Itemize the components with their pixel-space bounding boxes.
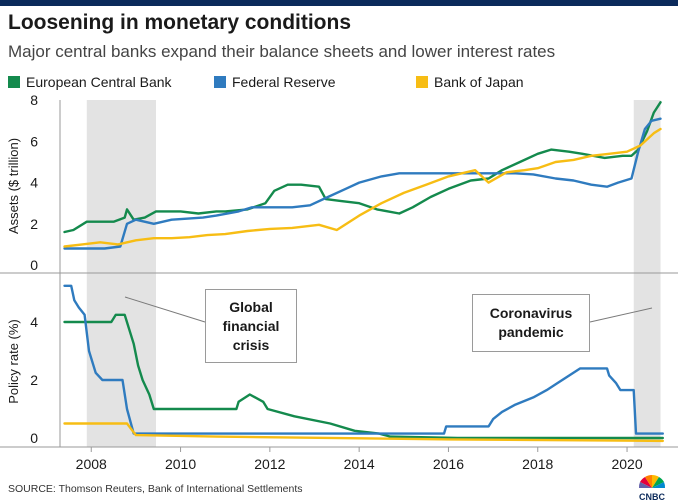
legend-item-fed: Federal Reserve	[214, 74, 336, 90]
y-tick-label-p0-0: 0	[30, 257, 38, 273]
x-tick-label-0: 2008	[76, 456, 107, 472]
cnbc-logo: CNBC	[638, 474, 665, 502]
y-tick-label-p0-1: 2	[30, 216, 38, 232]
legend-swatch-ecb	[8, 76, 20, 88]
x-tick-label-4: 2016	[433, 456, 464, 472]
x-tick-label-2: 2012	[254, 456, 285, 472]
y-axis-label-p1: Policy rate (%)	[6, 319, 21, 404]
legend-swatch-boj	[416, 76, 428, 88]
y-axis-label-p0: Assets ($ trillion)	[6, 138, 21, 234]
y-tick-label-p1-1: 2	[30, 372, 38, 388]
legend-label-fed: Federal Reserve	[232, 74, 336, 90]
legend-swatch-fed	[214, 76, 226, 88]
series-line-p1-bank-of-japan	[63, 422, 664, 443]
series-line-p0-federal-reserve	[63, 117, 662, 250]
legend-label-ecb: European Central Bank	[26, 74, 172, 90]
top-accent-bar	[0, 0, 678, 6]
x-tick-label-5: 2018	[522, 456, 553, 472]
cnbc-logo-text: CNBC	[639, 492, 665, 502]
y-tick-label-p0-4: 8	[30, 92, 38, 108]
legend: European Central Bank Federal Reserve Ba…	[8, 74, 668, 94]
legend-label-boj: Bank of Japan	[434, 74, 524, 90]
series-line-p0-bank-of-japan	[63, 127, 662, 248]
annotation-coronavirus: Coronavirus pandemic	[472, 294, 590, 352]
legend-item-boj: Bank of Japan	[416, 74, 524, 90]
source-note: SOURCE: Thomson Reuters, Bank of Interna…	[8, 483, 303, 495]
series-line-p1-federal-reserve	[63, 284, 664, 435]
y-tick-label-p1-0: 0	[30, 430, 38, 446]
chart-subtitle: Major central banks expand their balance…	[8, 42, 556, 61]
y-tick-label-p0-2: 4	[30, 175, 38, 191]
annotation-leader-coronavirus	[589, 307, 653, 323]
chart-title: Loosening in monetary conditions	[8, 11, 352, 34]
legend-item-ecb: European Central Bank	[8, 74, 172, 90]
y-tick-label-p0-3: 6	[30, 133, 38, 149]
x-tick-label-1: 2010	[165, 456, 196, 472]
x-tick-label-3: 2014	[344, 456, 375, 472]
series-line-p1-european-central-bank	[63, 313, 664, 440]
x-tick-label-6: 2020	[611, 456, 642, 472]
y-tick-label-p1-2: 4	[30, 314, 38, 330]
annotation-financial-crisis: Global financial crisis	[205, 289, 297, 363]
annotation-leader-financial-crisis	[124, 296, 206, 323]
